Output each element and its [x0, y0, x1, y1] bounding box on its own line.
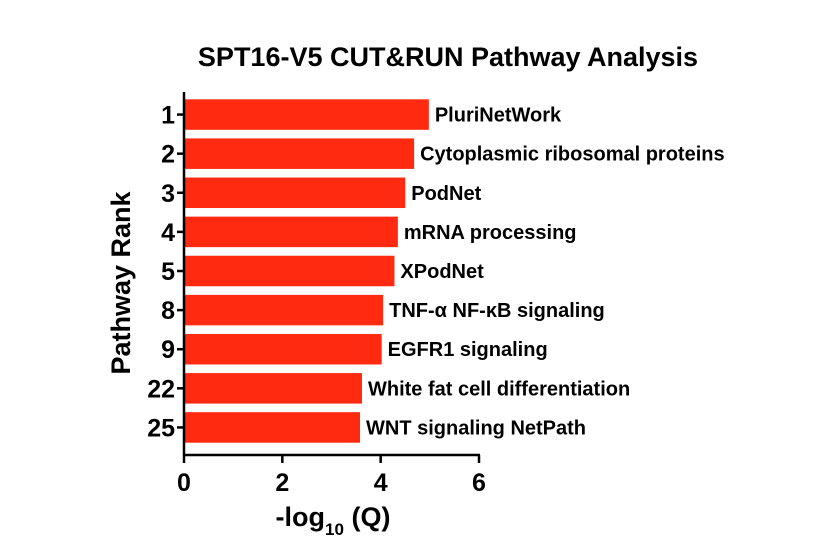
- x-tick-label-0: 0: [177, 469, 191, 497]
- x-axis-label-subscript: 10: [325, 520, 344, 539]
- y-axis-label: Pathway Rank: [106, 190, 136, 374]
- bar-label-8: TNF-α NF-κB signaling: [389, 300, 605, 322]
- x-tick-label-6: 6: [472, 469, 486, 497]
- bar-2: [184, 138, 415, 169]
- bars-group: PluriNetWork Cytoplasmic ribosomal protei…: [184, 99, 725, 443]
- y-tick-label-25: 25: [147, 414, 175, 442]
- bar-label-3: PodNet: [411, 183, 481, 205]
- axes-group: 1 2 3 4 5 8 9 22 250 2 4 6: [147, 92, 486, 497]
- y-tick-label-3: 3: [161, 180, 175, 208]
- bar-3: [184, 177, 406, 209]
- bar-label-25: WNT signaling NetPath: [366, 417, 586, 439]
- bar-4: [184, 216, 398, 248]
- chart-title: SPT16-V5 CUT&RUN Pathway Analysis: [198, 42, 698, 72]
- y-tick-label-5: 5: [161, 258, 175, 286]
- bar-label-2: Cytoplasmic ribosomal proteins: [420, 144, 725, 166]
- bar-label-5: XPodNet: [400, 261, 484, 283]
- bar-label-22: White fat cell differentiation: [368, 378, 630, 400]
- y-tick-label-1: 1: [161, 102, 175, 130]
- bar-9: [184, 333, 382, 365]
- x-axis-label-suffix: (Q): [344, 502, 391, 532]
- bar-1: [184, 99, 429, 130]
- bar-label-4: mRNA processing: [404, 222, 577, 244]
- x-axis-label: -log10 (Q): [276, 502, 391, 539]
- x-tick-label-4: 4: [374, 469, 388, 497]
- y-tick-label-2: 2: [161, 141, 175, 169]
- y-tick-label-9: 9: [161, 336, 175, 364]
- bar-22: [184, 373, 362, 404]
- bar-label-9: EGFR1 signaling: [388, 339, 548, 361]
- bar-8: [184, 294, 384, 326]
- x-tick-label-2: 2: [275, 469, 289, 497]
- x-axis-label-prefix: -log: [276, 502, 325, 532]
- y-tick-label-8: 8: [161, 297, 175, 325]
- bar-5: [184, 255, 395, 287]
- y-tick-label-22: 22: [147, 375, 175, 403]
- y-tick-label-4: 4: [161, 219, 175, 247]
- bar-label-1: PluriNetWork: [435, 105, 562, 127]
- bar-25: [184, 412, 361, 443]
